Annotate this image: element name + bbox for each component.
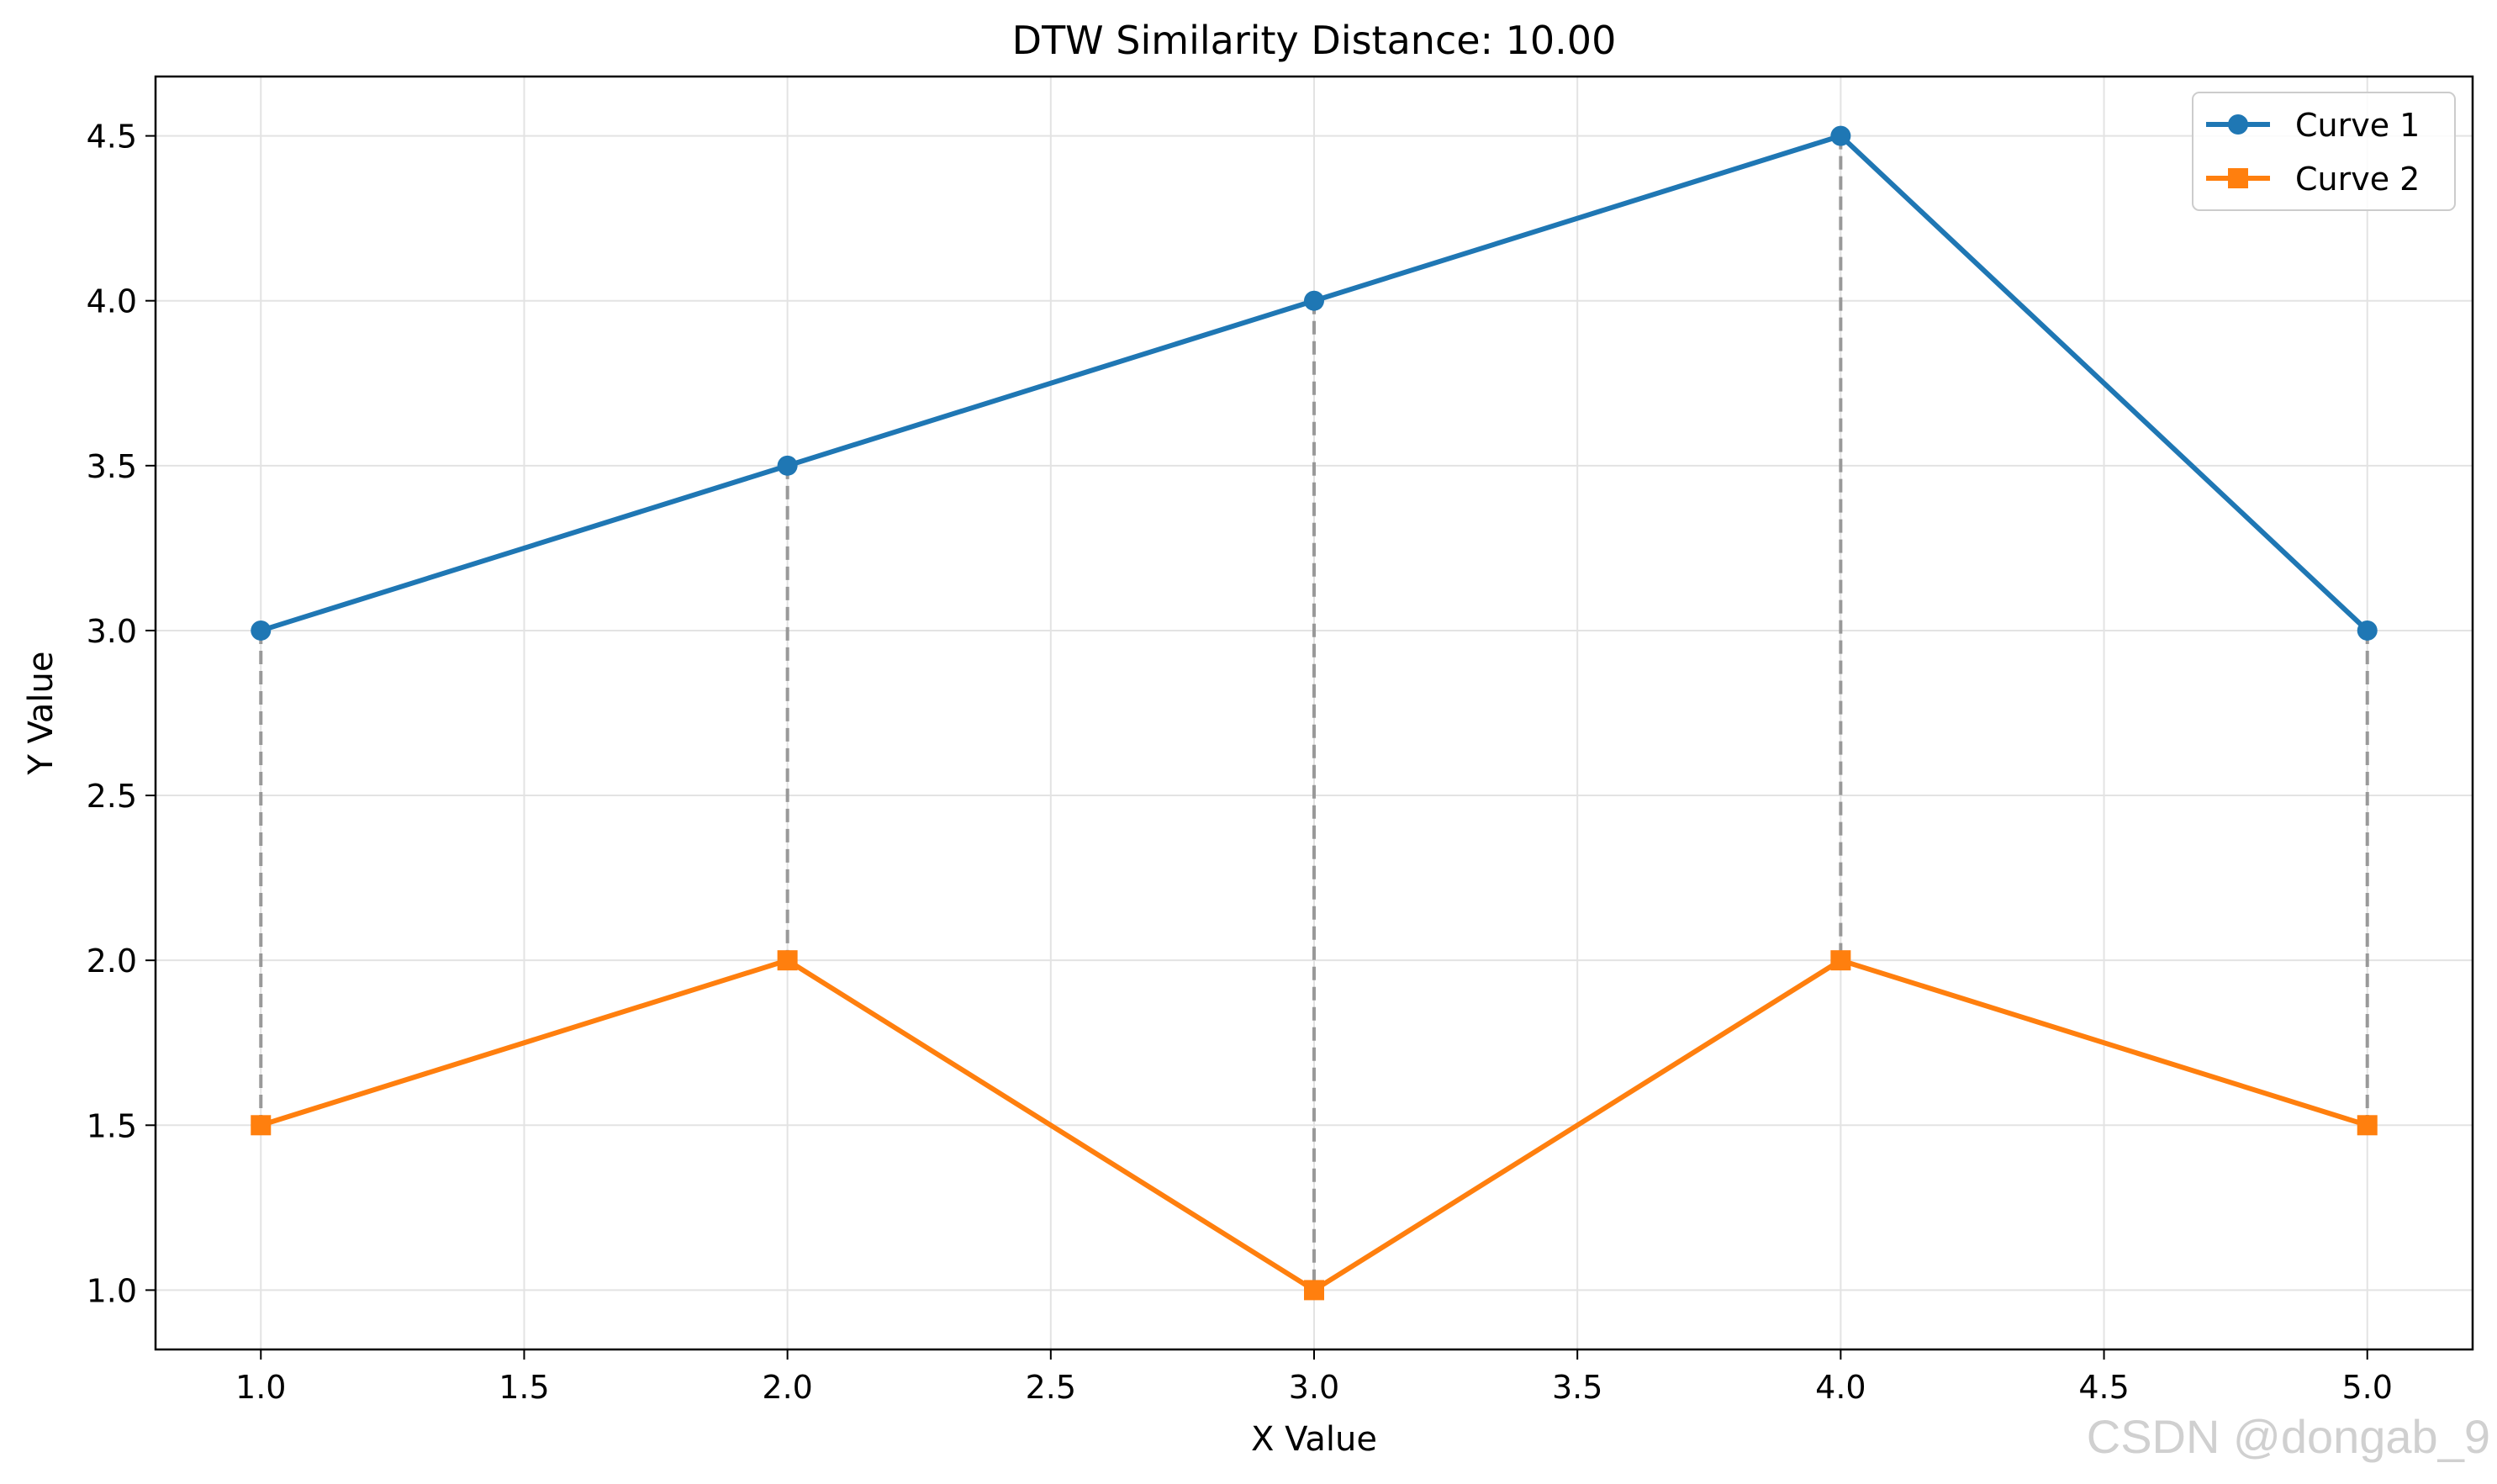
watermark: CSDN @dongab_9 — [2086, 1410, 2490, 1463]
legend-label-1: Curve 1 — [2295, 107, 2420, 144]
y-tick-label: 1.0 — [87, 1272, 137, 1309]
x-tick-label: 1.0 — [235, 1369, 286, 1406]
series-1-point — [1830, 125, 1851, 146]
series-2-point — [2357, 1115, 2378, 1136]
y-tick-label: 3.5 — [87, 448, 137, 485]
y-tick-label: 2.5 — [87, 778, 137, 815]
x-tick-label: 2.0 — [762, 1369, 812, 1406]
x-tick-label: 1.5 — [499, 1369, 549, 1406]
x-tick-label: 5.0 — [2342, 1369, 2393, 1406]
series-1-point — [1304, 290, 1324, 311]
y-tick-label: 2.0 — [87, 943, 137, 980]
legend-marker-1 — [2228, 114, 2248, 135]
series-2-point — [1830, 950, 1851, 971]
series-1-point — [2357, 620, 2378, 641]
series-2-point — [777, 950, 798, 971]
legend-marker-2 — [2228, 168, 2248, 188]
x-tick-label: 3.0 — [1289, 1369, 1339, 1406]
chart-title: DTW Similarity Distance: 10.00 — [1012, 18, 1617, 63]
series-2-point — [1304, 1280, 1324, 1301]
dtw-connection-lines — [259, 135, 2369, 1291]
x-tick-label: 4.0 — [1815, 1369, 1866, 1406]
x-tick-label: 4.5 — [2078, 1369, 2129, 1406]
legend-label-2: Curve 2 — [2295, 161, 2420, 198]
x-tick-label: 2.5 — [1026, 1369, 1076, 1406]
legend: Curve 1 Curve 2 — [2192, 92, 2456, 211]
series-1-point — [777, 455, 798, 476]
x-tick-label: 3.5 — [1552, 1369, 1602, 1406]
y-tick-label: 4.5 — [87, 119, 137, 156]
series-2-point — [251, 1115, 272, 1136]
y-tick-label: 1.5 — [87, 1107, 137, 1144]
y-tick-label: 3.0 — [87, 613, 137, 650]
series-1-point — [251, 620, 272, 641]
y-tick-label: 4.0 — [87, 283, 137, 320]
series-lines — [251, 125, 2378, 1301]
y-axis-label: Y Value — [22, 652, 61, 776]
x-axis-label: X Value — [1251, 1420, 1377, 1459]
axis-ticks: 1.0 1.5 2.0 2.5 3.0 3.5 4.0 4.5 5.0 1.0 1.5 2.0 2.5 3… — [87, 119, 2393, 1406]
